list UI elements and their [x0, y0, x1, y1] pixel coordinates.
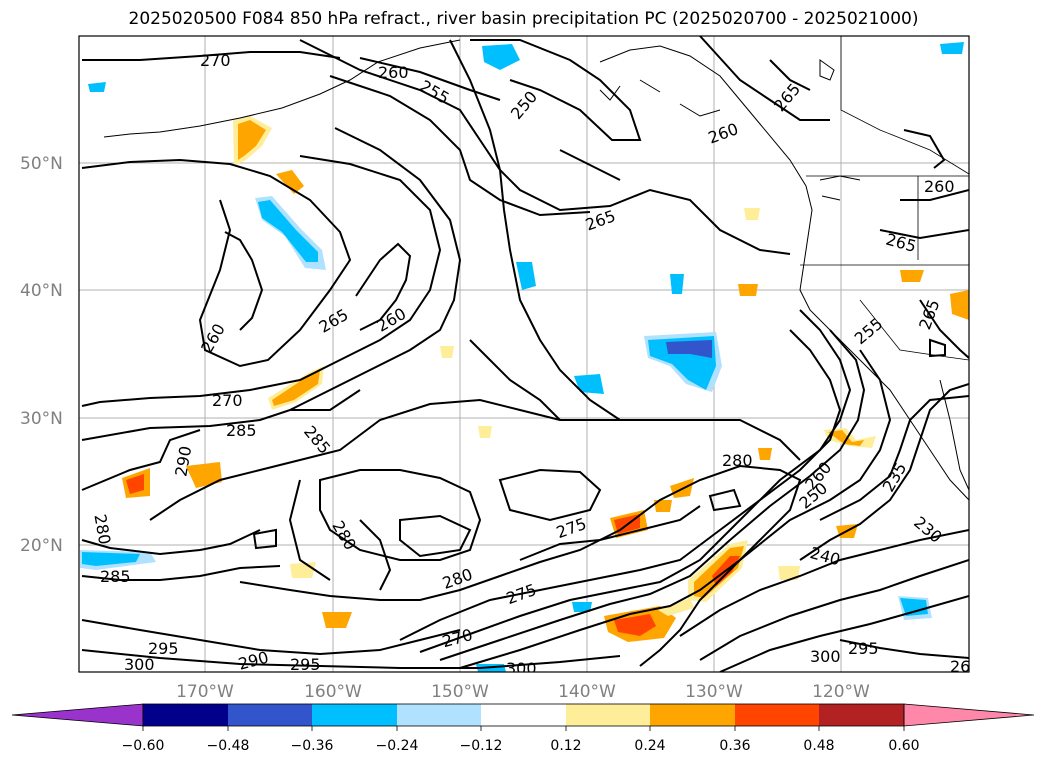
colorbar-segment [735, 704, 819, 726]
contour-label: 300 [810, 647, 841, 666]
contour-label: 300 [124, 655, 155, 674]
contour-label: 295 [148, 639, 179, 658]
contour-label: 270 [200, 51, 231, 70]
lon-label: 140°W [558, 682, 616, 702]
colorbar-tick-label: 0.24 [634, 738, 665, 754]
colorbar-tick-label: −0.24 [376, 738, 419, 754]
contour-label: 295 [848, 639, 879, 658]
colorbar-tick-label: −0.60 [122, 738, 165, 754]
colorbar-tick-label: −0.48 [207, 738, 250, 754]
colorbar-tick-label: 0.48 [803, 738, 834, 754]
colorbar: −0.60 −0.48 −0.36 −0.24 −0.12 0.12 0.24 … [11, 703, 1035, 754]
colorbar-tick-label: −0.12 [460, 738, 503, 754]
refractivity-contours [81, 36, 969, 672]
lon-label: 150°W [431, 682, 489, 702]
lat-labels: 50°N 40°N 30°N 20°N [20, 154, 63, 556]
lat-label: 30°N [20, 409, 63, 429]
colorbar-tick-label: 0.12 [550, 738, 581, 754]
colorbar-tick-label: −0.36 [291, 738, 334, 754]
colorbar-extend-max [903, 703, 1035, 727]
map-title: 2025020500 F084 850 hPa refract., river … [128, 9, 919, 29]
colorbar-segment [650, 704, 735, 726]
lon-label: 160°W [304, 682, 362, 702]
contour-label: 260 [378, 63, 409, 82]
colorbar-segment [566, 704, 650, 726]
contour-label: 285 [100, 567, 131, 586]
contour-label: 270 [212, 391, 243, 410]
colorbar-tick-label: 0.60 [888, 738, 919, 754]
colorbar-segment [397, 704, 481, 726]
colorbar-tick-label: 0.36 [719, 738, 750, 754]
lon-label: 130°W [685, 682, 743, 702]
contour-label: 295 [290, 655, 321, 674]
colorbar-segment [228, 704, 312, 726]
colorbar-segment [312, 704, 397, 726]
contour-label: 300 [506, 659, 537, 678]
colorbar-segment [481, 704, 566, 726]
map-background [79, 36, 969, 672]
contour-label: 260 [950, 657, 981, 676]
colorbar-extend-min [11, 703, 144, 727]
lat-label: 20°N [20, 536, 63, 556]
map-frame [78, 35, 970, 673]
lon-label: 170°W [176, 682, 234, 702]
lon-labels: 170°W 160°W 150°W 140°W 130°W 120°W [176, 682, 870, 702]
contour-labels: 270 260 255 250 265 265 260 260 265 260 … [90, 51, 981, 678]
colorbar-segment [819, 704, 904, 726]
contour-label: 260 [924, 177, 955, 196]
lon-label: 120°W [812, 682, 870, 702]
lat-label: 40°N [20, 281, 63, 301]
contour-label: 280 [722, 451, 753, 470]
contour-label: 285 [226, 421, 257, 440]
map-content: 270 260 255 250 265 265 260 260 265 260 … [79, 36, 981, 678]
lat-label: 50°N [20, 154, 63, 174]
colorbar-segment [143, 704, 228, 726]
